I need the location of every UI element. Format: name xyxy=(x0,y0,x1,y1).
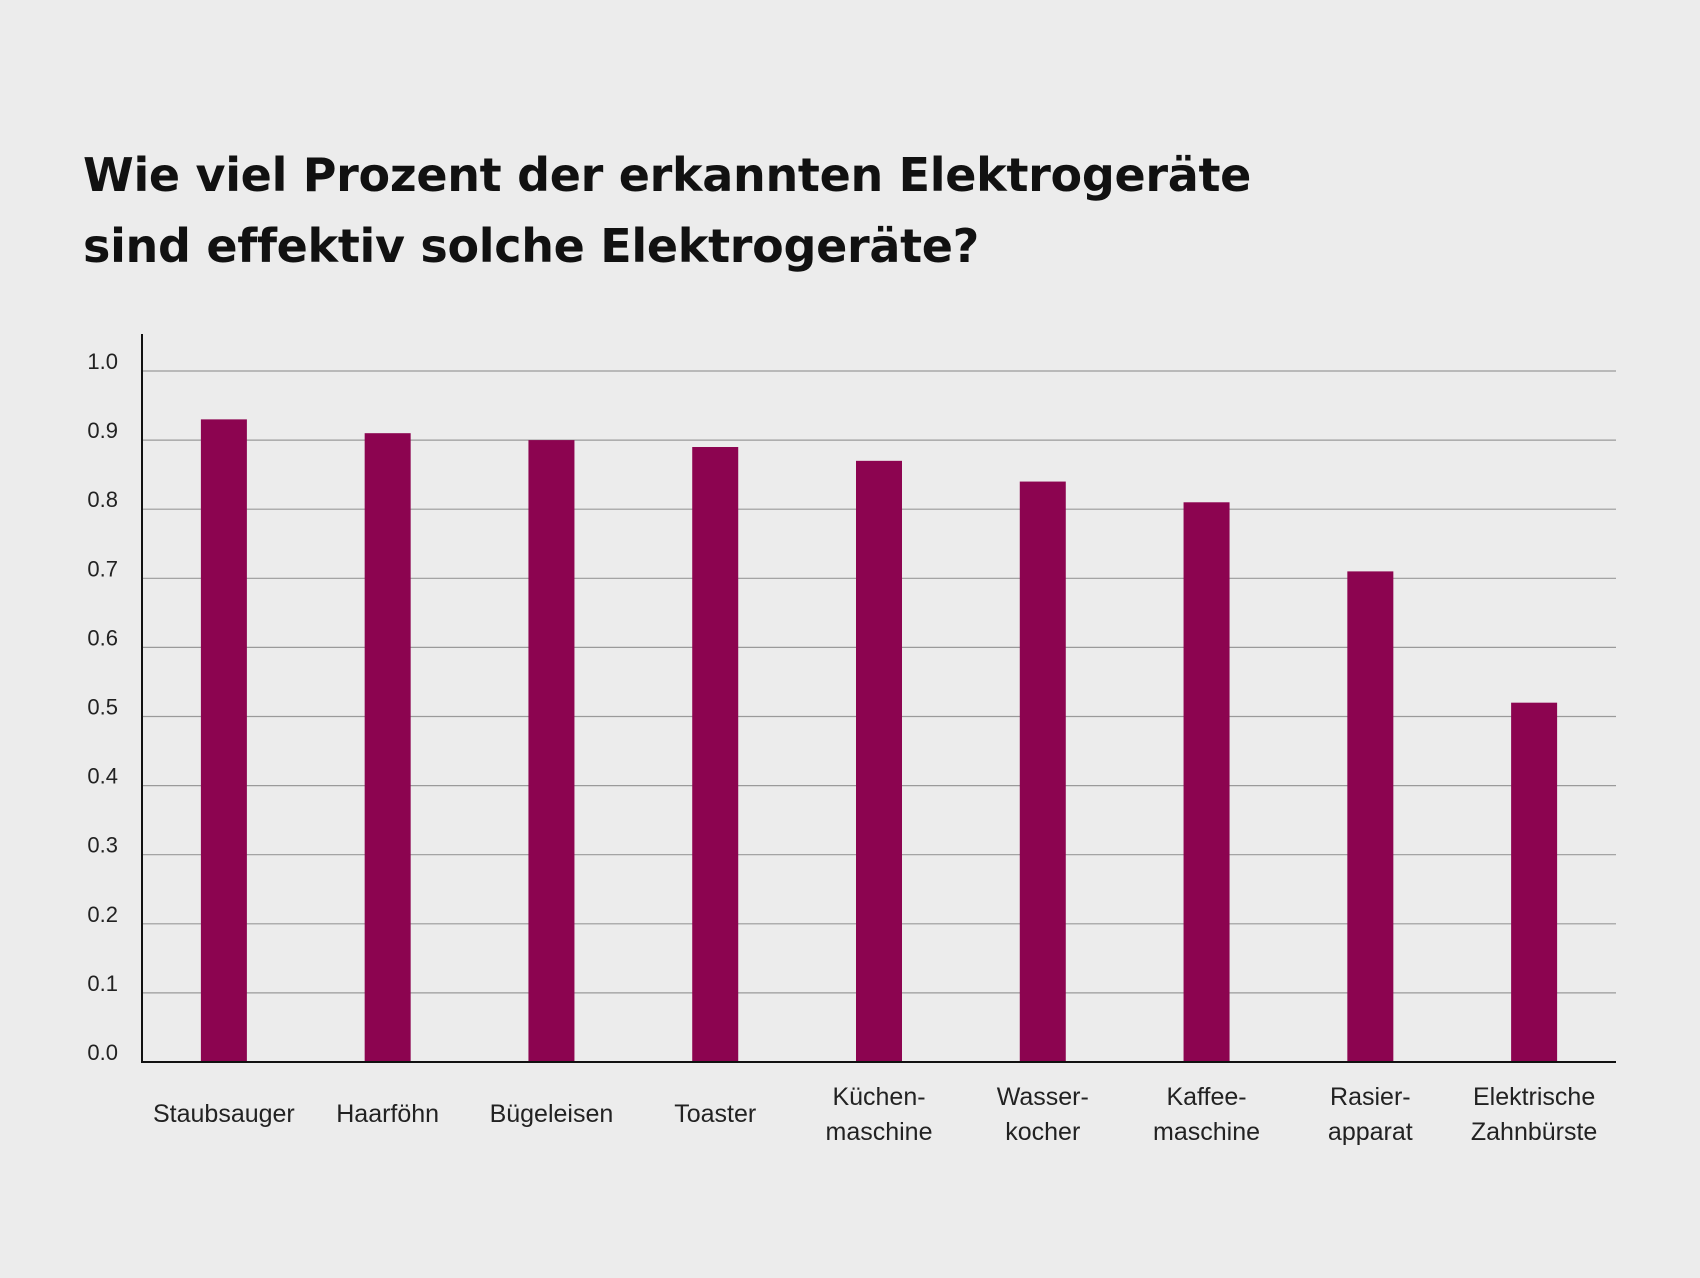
x-tick-label: Bügeleisen xyxy=(490,1100,614,1128)
y-tick-label: 0.1 xyxy=(87,971,118,996)
bar xyxy=(528,440,575,1063)
bar xyxy=(364,433,411,1062)
x-tick-label: Rasier- xyxy=(1330,1083,1411,1111)
bar xyxy=(1183,502,1230,1062)
bar xyxy=(856,460,902,1063)
x-tick-label: Zahnbürste xyxy=(1471,1118,1597,1146)
bar xyxy=(1347,571,1394,1062)
x-tick-label: apparat xyxy=(1328,1118,1413,1146)
bar xyxy=(1511,702,1558,1062)
x-tick-label: Küchen- xyxy=(832,1083,925,1111)
x-tick-label: Elektrische xyxy=(1473,1083,1595,1111)
x-tick-label: Kaffee- xyxy=(1166,1083,1246,1111)
x-tick-label: kocher xyxy=(1005,1118,1080,1146)
y-tick-label: 0.3 xyxy=(87,833,118,858)
x-tick-label: maschine xyxy=(1153,1118,1260,1146)
y-tick-label: 0.6 xyxy=(87,625,118,650)
y-tick-label: 0.4 xyxy=(87,764,118,789)
y-tick-label: 0.2 xyxy=(87,902,118,927)
x-tick-label: Wasser- xyxy=(997,1083,1089,1111)
y-tick-label: 0.0 xyxy=(87,1040,118,1065)
y-tick-label: 0.7 xyxy=(87,556,118,581)
bar xyxy=(200,419,247,1062)
chart-title-line-1: Wie viel Prozent der erkannten Elektroge… xyxy=(83,148,1252,202)
chart-title-line-2: sind effektiv solche Elektrogeräte? xyxy=(83,219,980,273)
y-tick-label: 0.8 xyxy=(87,487,118,512)
x-tick-label: Toaster xyxy=(674,1100,756,1128)
bar xyxy=(1019,481,1066,1062)
x-tick-label: maschine xyxy=(826,1118,933,1146)
y-tick-label: 1.0 xyxy=(87,349,118,374)
x-tick-label: Haarföhn xyxy=(336,1100,439,1128)
y-tick-label: 0.5 xyxy=(87,695,118,720)
y-tick-label: 0.9 xyxy=(87,418,118,443)
bar xyxy=(692,447,739,1062)
x-tick-label: Staubsauger xyxy=(153,1100,295,1128)
